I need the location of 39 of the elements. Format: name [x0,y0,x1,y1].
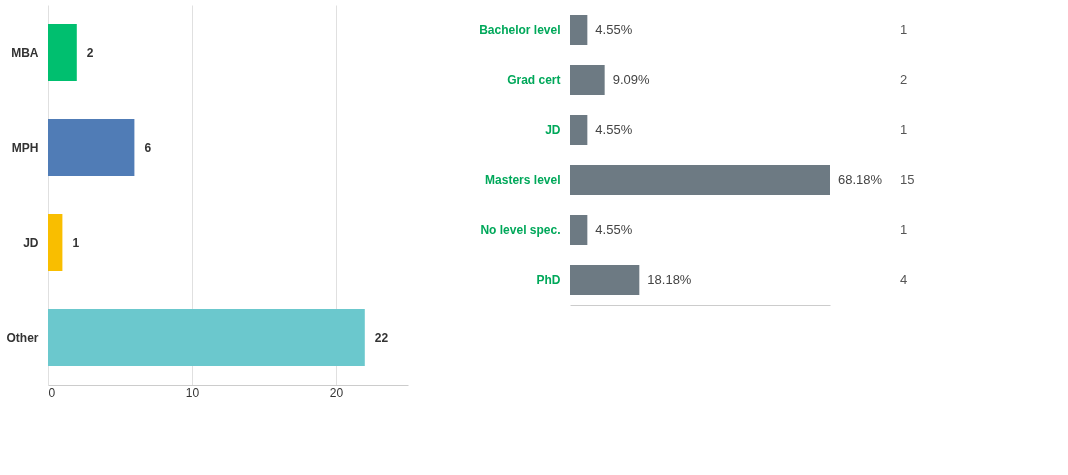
data-label: 18.18% [647,272,692,287]
bar [570,65,605,95]
bar [570,115,588,145]
x-tick-label: 10 [185,385,200,400]
bar [570,165,830,195]
data-label: 4.55% [595,22,633,37]
bar [48,214,63,271]
bar [570,265,640,295]
x-tick-label: 0 [48,385,56,400]
data-label: 1 [72,235,80,250]
x-tick-label: 20 [329,385,344,400]
y-tick-label: Bachelor level [479,23,561,37]
bar [48,119,135,176]
text: 4 [900,272,908,287]
y-tick-label: No level spec. [480,223,561,237]
bar [48,309,365,366]
y-tick-label: MBA [11,45,39,60]
bar [48,24,77,81]
text: 1 [900,222,908,237]
data-label: 68.18% [838,172,883,187]
text: 2 [900,72,908,87]
bar [570,15,588,45]
y-tick-label: JD [545,123,561,137]
y-tick-label: Masters level [485,173,561,187]
y-tick-label: JD [23,235,39,250]
y-tick-label: Grad cert [507,73,561,87]
bar [570,215,588,245]
data-label: 4.55% [595,222,633,237]
y-tick-label: MPH [11,140,39,155]
data-label: 22 [374,330,389,345]
data-label: 4.55% [595,122,633,137]
y-tick-label: Other [6,330,39,345]
data-label: 6 [144,140,152,155]
text: 1 [900,122,908,137]
data-label: 9.09% [612,72,650,87]
text: 1 [900,22,908,37]
data-label: 2 [86,45,94,60]
text: 15 [900,172,915,187]
y-tick-label: PhD [536,273,561,287]
